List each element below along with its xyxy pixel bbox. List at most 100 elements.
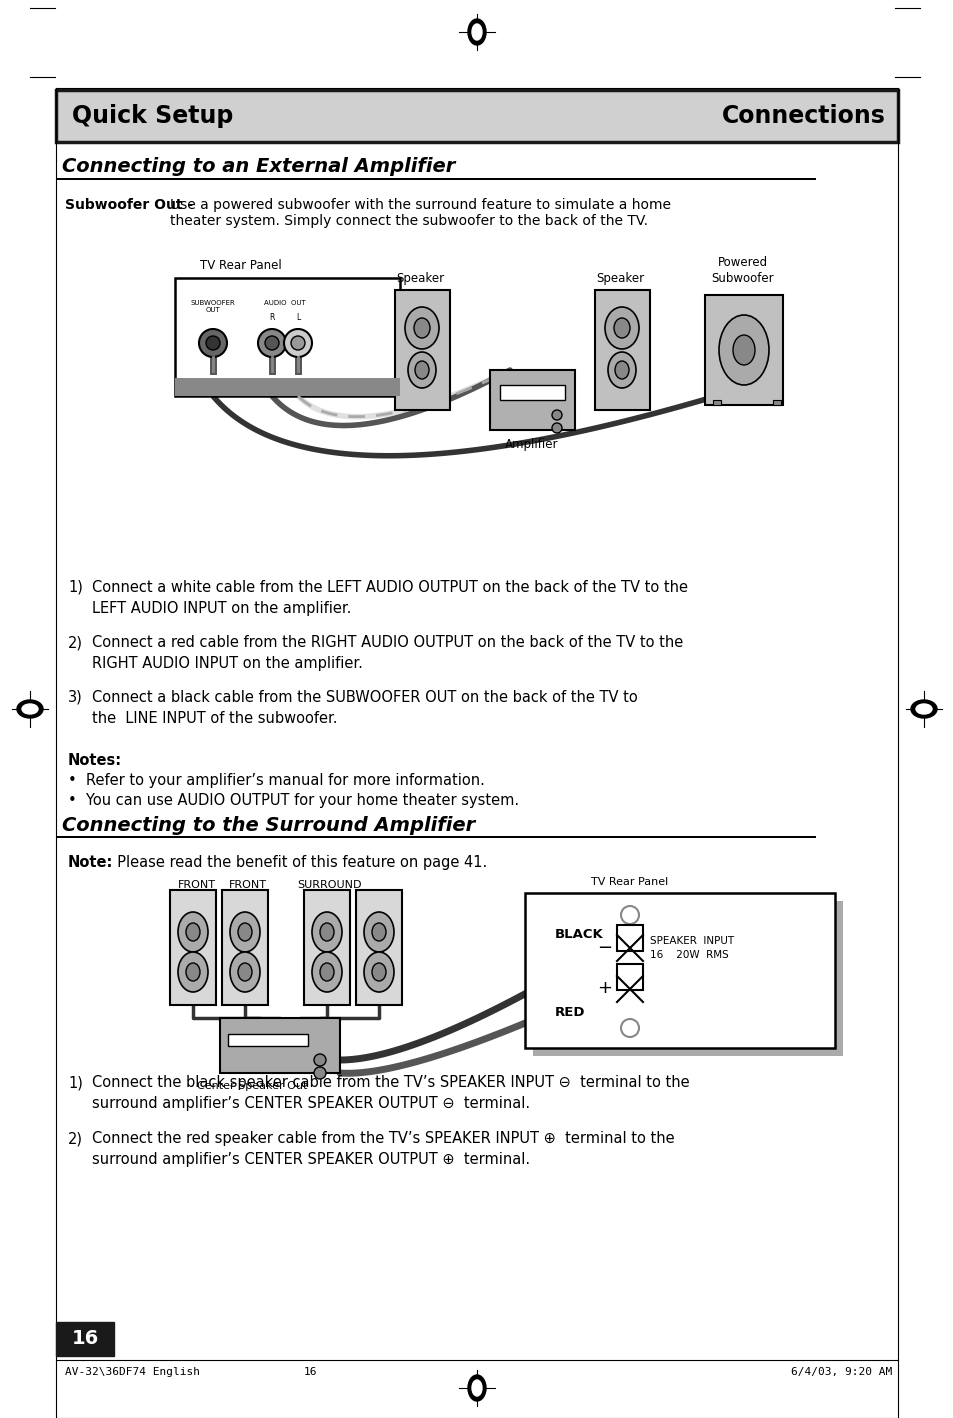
Ellipse shape xyxy=(372,923,386,942)
Ellipse shape xyxy=(408,352,436,389)
Text: +: + xyxy=(597,978,612,997)
Circle shape xyxy=(552,410,561,420)
Text: Connections: Connections xyxy=(721,104,885,128)
Circle shape xyxy=(265,336,278,350)
Bar xyxy=(56,179,815,180)
Ellipse shape xyxy=(237,963,252,981)
Text: 16: 16 xyxy=(303,1367,316,1377)
Ellipse shape xyxy=(319,923,334,942)
Text: Please read the benefit of this feature on page 41.: Please read the benefit of this feature … xyxy=(108,855,487,871)
Text: Connect a white cable from the LEFT AUDIO OUTPUT on the back of the TV to the
LE: Connect a white cable from the LEFT AUDI… xyxy=(91,580,687,615)
Ellipse shape xyxy=(178,951,208,993)
Text: 1): 1) xyxy=(68,1075,83,1090)
Bar xyxy=(490,370,575,430)
Text: AUDIO  OUT: AUDIO OUT xyxy=(264,301,306,306)
Ellipse shape xyxy=(364,951,394,993)
Circle shape xyxy=(620,906,639,925)
Text: Connecting to the Surround Amplifier: Connecting to the Surround Amplifier xyxy=(62,815,475,835)
Ellipse shape xyxy=(312,951,341,993)
Ellipse shape xyxy=(414,318,430,337)
Bar xyxy=(304,891,350,1005)
Text: SPEAKER  INPUT
16    20W  RMS: SPEAKER INPUT 16 20W RMS xyxy=(649,936,734,960)
Ellipse shape xyxy=(364,912,394,951)
Circle shape xyxy=(257,329,286,357)
Text: 1): 1) xyxy=(68,580,83,596)
Text: RED: RED xyxy=(555,1007,585,1020)
Text: Connecting to an External Amplifier: Connecting to an External Amplifier xyxy=(62,157,455,176)
Ellipse shape xyxy=(732,335,754,364)
Text: −: − xyxy=(597,939,612,957)
Text: AV-32\36DF74 English: AV-32\36DF74 English xyxy=(65,1367,200,1377)
Text: Connect the black speaker cable from the TV’s SPEAKER INPUT ⊖  terminal to the
s: Connect the black speaker cable from the… xyxy=(91,1075,689,1110)
Text: Connect a black cable from the SUBWOOFER OUT on the back of the TV to
the  LINE : Connect a black cable from the SUBWOOFER… xyxy=(91,691,638,726)
Text: Speaker: Speaker xyxy=(395,272,443,285)
Text: •  Refer to your amplifier’s manual for more information.: • Refer to your amplifier’s manual for m… xyxy=(68,773,484,788)
Bar xyxy=(617,964,642,990)
Text: 6/4/03, 9:20 AM: 6/4/03, 9:20 AM xyxy=(790,1367,891,1377)
Ellipse shape xyxy=(604,308,639,349)
Text: TV Rear Panel: TV Rear Panel xyxy=(591,876,668,888)
Text: Amplifier: Amplifier xyxy=(505,438,558,451)
Text: Connect the red speaker cable from the TV’s SPEAKER INPUT ⊕  terminal to the
sur: Connect the red speaker cable from the T… xyxy=(91,1132,674,1167)
FancyBboxPatch shape xyxy=(56,89,897,142)
Text: Note:: Note: xyxy=(68,855,113,871)
Circle shape xyxy=(552,423,561,432)
Ellipse shape xyxy=(915,703,931,715)
Text: 3): 3) xyxy=(68,691,83,705)
Ellipse shape xyxy=(319,963,334,981)
Text: L: L xyxy=(295,313,300,322)
Ellipse shape xyxy=(468,18,485,45)
Bar xyxy=(712,400,720,406)
Bar xyxy=(524,893,834,1048)
Text: Use a powered subwoofer with the surround feature to simulate a home
theater sys: Use a powered subwoofer with the surroun… xyxy=(170,199,670,228)
Ellipse shape xyxy=(468,1375,485,1401)
Text: 16: 16 xyxy=(71,1330,98,1349)
Text: 2): 2) xyxy=(68,1132,83,1146)
Circle shape xyxy=(291,336,305,350)
Bar xyxy=(222,891,268,1005)
Bar xyxy=(56,837,815,838)
Bar xyxy=(174,278,399,396)
Text: BLACK: BLACK xyxy=(555,929,603,942)
Ellipse shape xyxy=(615,362,628,379)
Ellipse shape xyxy=(415,362,429,379)
Text: Notes:: Notes: xyxy=(68,753,122,769)
Text: Quick Setup: Quick Setup xyxy=(71,104,233,128)
Text: Connect a red cable from the RIGHT AUDIO OUTPUT on the back of the TV to the
RIG: Connect a red cable from the RIGHT AUDIO… xyxy=(91,635,682,671)
Text: 2): 2) xyxy=(68,635,83,649)
Text: SUBWOOFER
OUT: SUBWOOFER OUT xyxy=(191,301,235,313)
Ellipse shape xyxy=(614,318,629,337)
Bar xyxy=(617,925,642,951)
Ellipse shape xyxy=(230,951,260,993)
Ellipse shape xyxy=(17,700,43,718)
Ellipse shape xyxy=(237,923,252,942)
Ellipse shape xyxy=(472,24,481,40)
Circle shape xyxy=(314,1054,326,1066)
Ellipse shape xyxy=(372,963,386,981)
Bar xyxy=(355,891,401,1005)
Bar xyxy=(170,891,215,1005)
Circle shape xyxy=(199,329,227,357)
Circle shape xyxy=(206,336,220,350)
Bar xyxy=(595,291,649,410)
Bar xyxy=(174,379,399,396)
Ellipse shape xyxy=(186,923,200,942)
Circle shape xyxy=(620,1020,639,1037)
Bar xyxy=(56,1322,113,1356)
Text: TV Rear Panel: TV Rear Panel xyxy=(200,259,281,272)
Ellipse shape xyxy=(910,700,936,718)
Circle shape xyxy=(314,1066,326,1079)
Bar xyxy=(704,295,782,406)
Text: •  You can use AUDIO OUTPUT for your home theater system.: • You can use AUDIO OUTPUT for your home… xyxy=(68,793,518,808)
Ellipse shape xyxy=(312,912,341,951)
Bar xyxy=(772,400,781,406)
Bar xyxy=(220,1018,339,1073)
Text: R: R xyxy=(269,313,274,322)
Text: FRONT: FRONT xyxy=(229,881,267,891)
Bar xyxy=(395,291,450,410)
Ellipse shape xyxy=(178,912,208,951)
Bar xyxy=(499,386,564,400)
Circle shape xyxy=(284,329,312,357)
Text: Speaker: Speaker xyxy=(596,272,643,285)
Ellipse shape xyxy=(719,315,768,386)
